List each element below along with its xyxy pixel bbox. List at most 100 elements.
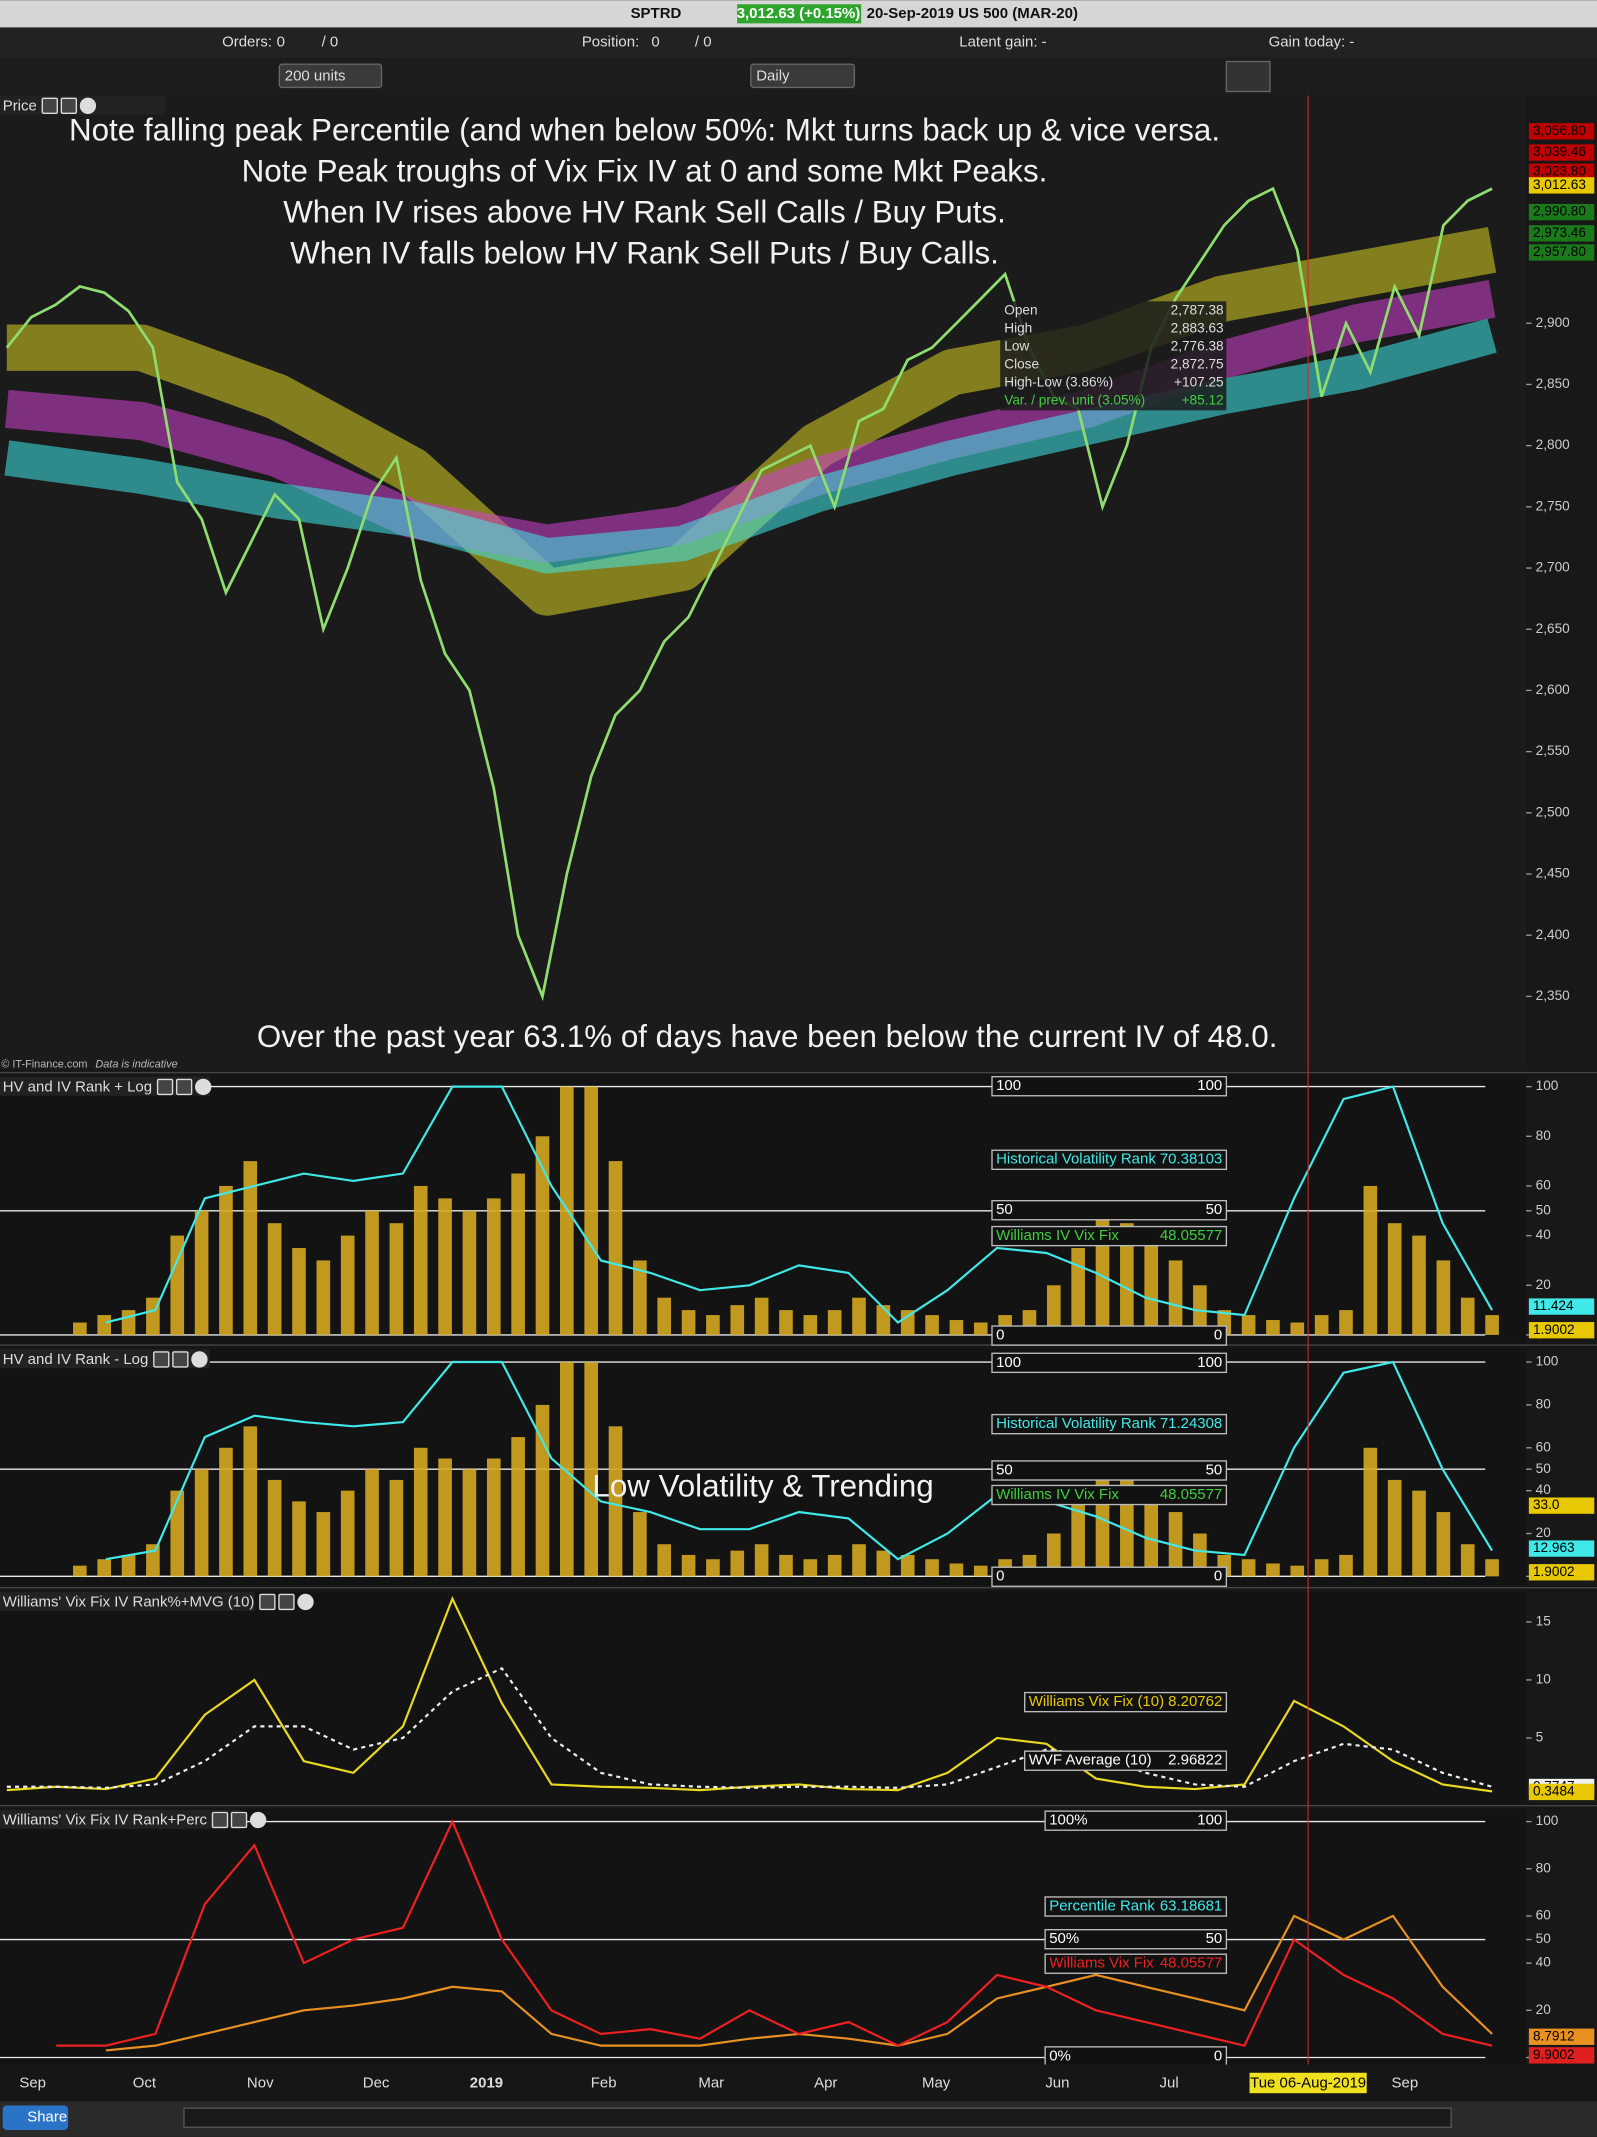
readout-box	[1024, 1750, 1228, 1771]
axis-tag	[1528, 163, 1595, 180]
iv-bar	[1144, 1490, 1159, 1577]
annotation: When IV falls below HV Rank Sell Puts / …	[290, 235, 999, 270]
readout-value: 50	[1206, 1201, 1223, 1218]
y-tick-label: 5	[1536, 1730, 1544, 1745]
panel-icon	[297, 1593, 314, 1611]
iv-bar	[925, 1559, 939, 1577]
y-tick-label: 100	[1536, 1354, 1559, 1369]
panels: 2,350 2,400 2,450 2,500 2,550 2,600 2,650 2,700…	[0, 95, 1597, 2068]
position-label: Position:	[582, 33, 639, 50]
axis-tag-label: 9.9002	[1533, 2047, 1575, 2062]
annotation: Low Volatility & Trending	[592, 1468, 933, 1503]
symbol[interactable]: SPTRD	[631, 5, 682, 22]
iv-bar	[1314, 1315, 1329, 1335]
ohlc-label: Close	[1004, 356, 1039, 371]
iv-bar	[73, 1565, 87, 1577]
readout-value: 50	[1206, 1930, 1223, 1947]
iv-bar	[121, 1310, 136, 1335]
axis-tag	[1528, 1564, 1595, 1581]
panel-icon	[156, 1078, 174, 1096]
axis-tag	[1528, 1298, 1595, 1315]
iv-bar	[803, 1315, 818, 1335]
iv-bar	[633, 1260, 647, 1335]
iv-bar	[243, 1161, 258, 1335]
readout-box	[991, 1460, 1228, 1481]
panel-icon	[259, 1593, 276, 1611]
iv-bar	[511, 1173, 525, 1335]
x-tick-label: Apr	[814, 2075, 837, 2092]
y-tick-label: 2,450	[1536, 866, 1570, 881]
iv-bar	[1412, 1235, 1426, 1335]
readout-label: 0	[996, 1568, 1004, 1585]
iv-bar	[340, 1235, 355, 1335]
quote-bg	[737, 4, 862, 24]
readout-value: 50	[1206, 1461, 1223, 1478]
readout-box	[991, 1352, 1228, 1374]
panel: 0 20 40 50 60 80 100 11.424 1.9002 HV and IV Rank…	[0, 1075, 1597, 1346]
panel-icon	[211, 1811, 229, 1829]
iv-bar	[365, 1210, 379, 1335]
axis-tag-label: 1.9002	[1533, 1322, 1575, 1337]
units-select[interactable]	[278, 63, 383, 89]
iv-bar	[1363, 1447, 1378, 1577]
iv-bar	[97, 1559, 112, 1577]
readout-box	[1044, 1953, 1228, 1974]
x-tick-label: Dec	[363, 2075, 390, 2092]
y-tick-label: 60	[1536, 1908, 1552, 1923]
panel: 0 20 40 50 60 80 100 8.7912 9.9002 Williams' Vix …	[0, 1809, 1597, 2068]
axis-tag-label: 3,023.80	[1533, 163, 1586, 178]
readout-box	[991, 1225, 1228, 1247]
iv-bar	[1144, 1235, 1159, 1335]
iv-bar	[657, 1544, 672, 1577]
axis-tag-label: 3,012.63	[1533, 177, 1586, 192]
iv-bar	[1339, 1310, 1353, 1335]
axis-background	[1526, 1591, 1597, 1803]
axis-tag-label: 0.3484	[1533, 1784, 1575, 1799]
share-label[interactable]: Share	[27, 2109, 67, 2126]
y-tick-label: 40	[1536, 1482, 1552, 1497]
ohlc-value: 2,776.38	[1171, 338, 1224, 353]
x-tick-label: Sep	[1392, 2075, 1419, 2092]
x-tick-label: May	[922, 2075, 951, 2092]
readout-box	[1024, 1691, 1228, 1713]
iv-bar	[608, 1161, 623, 1335]
ohlc-value: +85.12	[1182, 392, 1224, 407]
orders-pending: / 0	[322, 33, 339, 50]
panel-icon	[175, 1078, 193, 1096]
latent-gain: Latent gain: -	[959, 33, 1046, 50]
iv-bar	[438, 1458, 452, 1577]
ohlc-value: 2,787.38	[1171, 302, 1224, 317]
iv-bar	[803, 1559, 818, 1577]
iv-bar	[779, 1310, 793, 1335]
series-line	[56, 1818, 1493, 2047]
share-button[interactable]	[2, 2105, 69, 2130]
iv-bar	[316, 1512, 331, 1577]
period-select[interactable]	[750, 63, 856, 89]
readout-label: 0	[996, 1327, 1004, 1344]
axis-tag	[1528, 2047, 1595, 2064]
iv-bar	[1436, 1260, 1451, 1335]
y-tick-label: 2,850	[1536, 376, 1570, 391]
iv-bar	[876, 1550, 891, 1577]
iv-bar	[608, 1426, 623, 1577]
iv-bar	[1193, 1533, 1207, 1577]
iv-bar	[389, 1223, 404, 1335]
iv-bar	[1363, 1185, 1378, 1335]
position-value: 0	[651, 33, 659, 50]
ohlc-value: 2,883.63	[1171, 320, 1224, 335]
axis-tag	[1528, 244, 1595, 261]
ohlc-label: Open	[1004, 302, 1037, 317]
axis-tag-label: 2,957.80	[1533, 244, 1586, 259]
iv-bar	[1168, 1512, 1183, 1577]
tools-button[interactable]	[1225, 60, 1271, 93]
axis-tag-label: 8.7912	[1533, 2028, 1575, 2043]
iv-bar	[365, 1469, 379, 1577]
iv-bar	[1266, 1320, 1280, 1335]
iv-bar	[973, 1322, 988, 1335]
cursor-date: Tue 06-Aug-2019	[1250, 2075, 1366, 2092]
iv-bar	[462, 1469, 477, 1577]
iv-bar	[560, 1362, 574, 1577]
scrollbar[interactable]	[183, 2107, 1452, 2128]
readout-value: 2.96822	[1168, 1752, 1222, 1769]
